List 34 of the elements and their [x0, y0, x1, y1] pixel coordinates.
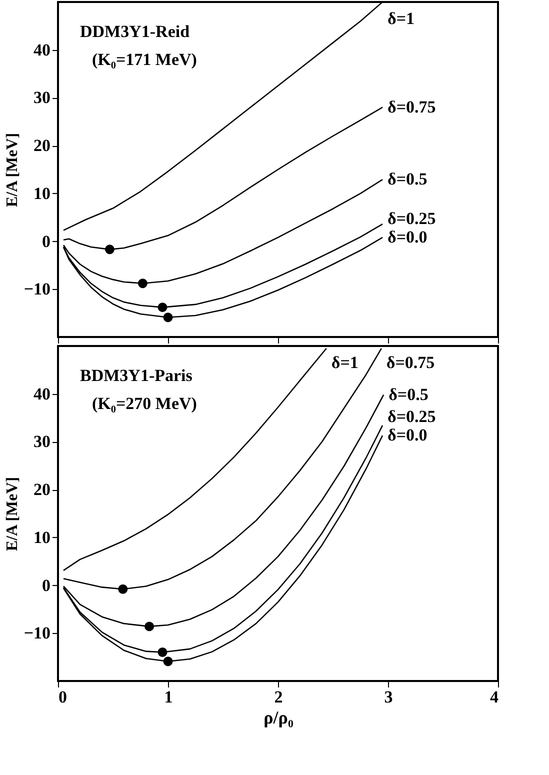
y-tick-label: 30	[34, 88, 50, 108]
annotation: BDM3Y1-Paris	[80, 366, 193, 385]
x-tick-label: 2	[274, 688, 283, 706]
y-tick-label: 40	[34, 384, 50, 404]
y-tick-label: −10	[24, 280, 50, 299]
series-label: δ=0.75	[386, 352, 435, 372]
y-tick-label: 10	[34, 528, 50, 547]
x-tick-label: 1	[164, 688, 173, 706]
y-tick-label: 20	[34, 136, 50, 156]
y-tick-label: 40	[34, 40, 50, 60]
series-label: δ=0.0	[388, 425, 428, 444]
x-tick-label: 3	[384, 688, 393, 706]
y-tick-label: −10	[24, 624, 50, 643]
y-tick-label: 30	[34, 432, 50, 452]
series-label: δ=1	[331, 352, 358, 372]
annotation: (K₀=171 MeV)	[92, 50, 197, 69]
y-axis-title: E/A [MeV]	[4, 132, 21, 208]
y-tick-label: 0	[42, 576, 50, 595]
x-axis-title: ρ/ρ₀	[264, 708, 294, 728]
series-label: δ=0.5	[388, 384, 428, 404]
y-axis-title: E/A [MeV]	[4, 476, 21, 552]
series-label: δ=0.75	[388, 97, 436, 116]
series-label: δ=0.5	[388, 170, 428, 189]
series-label: δ=0.25	[388, 209, 436, 228]
y-tick-label: 20	[34, 480, 50, 500]
annotation: DDM3Y1-Reid	[80, 22, 190, 41]
series-label: δ=1	[388, 8, 415, 28]
x-tick-label: 4	[490, 688, 499, 706]
y-tick-label: 10	[34, 184, 50, 203]
annotation: (K₀=270 MeV)	[92, 394, 197, 413]
x-tick-label: 0	[58, 688, 67, 706]
series-label: δ=0.25	[388, 407, 436, 426]
y-tick-label: 0	[42, 232, 50, 251]
series-label: δ=0.0	[388, 227, 428, 246]
